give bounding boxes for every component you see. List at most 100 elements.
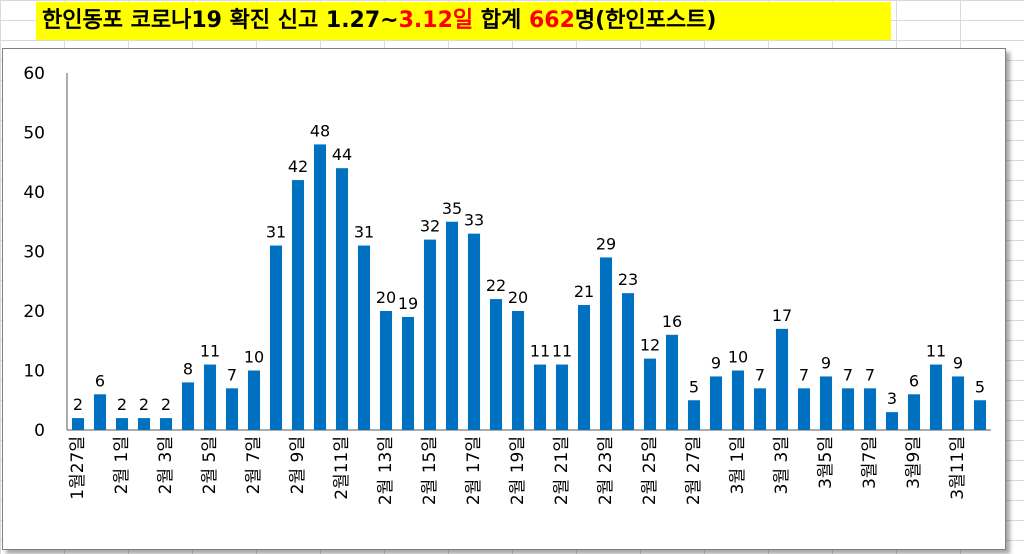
bar-data-label: 31	[266, 223, 286, 242]
bar[interactable]	[423, 239, 437, 430]
bar[interactable]	[159, 418, 173, 430]
bar[interactable]	[577, 305, 591, 430]
x-tick-label: 1월27일	[68, 436, 88, 500]
bar[interactable]	[665, 334, 679, 430]
bar-data-label: 48	[310, 121, 330, 140]
bar[interactable]	[511, 311, 525, 430]
x-tick-label: 2월 7일	[244, 436, 264, 494]
bar[interactable]	[753, 388, 767, 430]
bar-data-label: 42	[288, 157, 308, 176]
bar[interactable]	[709, 376, 723, 430]
bar[interactable]	[643, 358, 657, 430]
bar-data-label: 7	[865, 365, 875, 384]
x-tick-label: 2월 25일	[640, 436, 660, 505]
bar-data-label: 16	[662, 312, 682, 331]
chart-area[interactable]: 0 10 20 30 40 50 60 2 1월27일 6 2 2월 1일 2 2 2월 3일 8 11 2월 5…	[2, 48, 1006, 550]
bar[interactable]	[731, 370, 745, 431]
bar-data-label: 7	[755, 365, 765, 384]
title-highlight-date: 3.12일	[398, 8, 474, 33]
bar[interactable]	[951, 376, 965, 430]
bar-data-label: 6	[909, 371, 919, 390]
x-tick-label: 3월7일	[860, 436, 880, 489]
bar[interactable]	[313, 144, 327, 430]
bar-data-label: 6	[95, 371, 105, 390]
bar-data-label: 23	[618, 270, 638, 289]
bar[interactable]	[247, 370, 261, 431]
title-part-3: 명(한인포스트)	[574, 8, 717, 33]
bar-data-label: 11	[552, 342, 572, 361]
bar-data-label: 35	[442, 199, 462, 218]
x-tick-label: 2월 23일	[596, 436, 616, 505]
bar[interactable]	[973, 400, 987, 430]
x-tick-label: 2월 1일	[112, 436, 132, 494]
bar-data-label: 5	[689, 377, 699, 396]
bar-data-label: 11	[530, 342, 550, 361]
bar-data-label: 11	[200, 342, 220, 361]
bar[interactable]	[863, 388, 877, 430]
bar-data-label: 31	[354, 223, 374, 242]
bar[interactable]	[907, 394, 921, 430]
bar-data-label: 20	[508, 288, 528, 307]
bar[interactable]	[335, 168, 349, 430]
y-tick-label: 40	[23, 183, 45, 203]
bar-data-label: 9	[953, 353, 963, 372]
bar[interactable]	[533, 364, 547, 430]
bar-data-label: 8	[183, 359, 193, 378]
bar-data-label: 32	[420, 217, 440, 236]
bar[interactable]	[357, 245, 371, 430]
y-tick-label: 0	[34, 421, 45, 441]
bar-data-label: 12	[640, 336, 660, 355]
title-highlight-total: 662	[528, 8, 575, 33]
bar[interactable]	[841, 388, 855, 430]
bar-data-label: 2	[73, 395, 83, 414]
bar[interactable]	[885, 412, 899, 430]
bar[interactable]	[467, 233, 481, 430]
bar-data-label: 2	[117, 395, 127, 414]
bar[interactable]	[599, 257, 613, 430]
bar-data-label: 10	[728, 348, 748, 367]
bar[interactable]	[181, 382, 195, 430]
bar[interactable]	[797, 388, 811, 430]
bar[interactable]	[269, 245, 283, 430]
bar[interactable]	[819, 376, 833, 430]
bar-data-label: 33	[464, 211, 484, 230]
x-tick-label: 2월 3일	[156, 436, 176, 494]
bar[interactable]	[687, 400, 701, 430]
bar-data-label: 44	[332, 145, 352, 164]
bar[interactable]	[489, 299, 503, 430]
bar-data-label: 2	[161, 395, 171, 414]
bar-data-label: 20	[376, 288, 396, 307]
bar[interactable]	[445, 221, 459, 430]
bar[interactable]	[115, 418, 129, 430]
bar-data-label: 11	[926, 342, 946, 361]
bar-data-label: 7	[227, 365, 237, 384]
bar-data-label: 22	[486, 276, 506, 295]
bar[interactable]	[71, 418, 85, 430]
bar-data-label: 17	[772, 306, 792, 325]
x-tick-label: 2월 13일	[376, 436, 396, 505]
bar[interactable]	[137, 418, 151, 430]
bar-data-label: 29	[596, 234, 616, 253]
x-tick-label: 3월9일	[904, 436, 924, 489]
y-tick-label: 20	[23, 302, 45, 322]
bar-data-label: 7	[799, 365, 809, 384]
bar[interactable]	[291, 180, 305, 430]
x-tick-label: 2월11일	[332, 436, 352, 500]
bar[interactable]	[555, 364, 569, 430]
bar[interactable]	[203, 364, 217, 430]
bar[interactable]	[225, 388, 239, 430]
bar[interactable]	[379, 311, 393, 430]
bar[interactable]	[401, 316, 415, 430]
bar-data-label: 7	[843, 365, 853, 384]
x-tick-label: 2월 27일	[684, 436, 704, 505]
x-tick-label: 3월5일	[816, 436, 836, 489]
bar[interactable]	[929, 364, 943, 430]
bar[interactable]	[621, 293, 635, 430]
y-tick-label: 10	[23, 362, 45, 382]
bar-data-label: 21	[574, 282, 594, 301]
x-tick-label: 3월 1일	[728, 436, 748, 494]
y-tick-label: 60	[23, 64, 45, 84]
bar-data-label: 3	[887, 389, 897, 408]
bar[interactable]	[93, 394, 107, 430]
bar[interactable]	[775, 328, 789, 430]
